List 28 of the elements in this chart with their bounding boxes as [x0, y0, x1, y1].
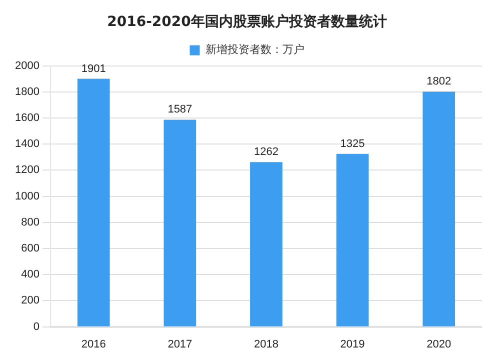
x-tick-label: 2017 [168, 338, 192, 350]
x-tick-label: 2019 [340, 338, 365, 350]
bar [250, 162, 282, 326]
y-tick-label: 400 [21, 268, 40, 281]
bar [336, 154, 369, 326]
y-tick-label: 1000 [14, 190, 40, 202]
x-tick-label: 2018 [254, 338, 278, 350]
data-label: 1587 [168, 104, 192, 116]
y-tick-label: 1400 [14, 138, 40, 150]
y-tick-label: 200 [21, 294, 40, 307]
y-tick-label: 0 [33, 320, 40, 333]
chart-title: 2016-2020年国内股票账户投资者数量统计 [107, 13, 387, 30]
bar [422, 92, 456, 326]
y-tick-label: 600 [21, 242, 40, 255]
y-tick-label: 2000 [14, 60, 40, 72]
data-label: 1325 [340, 138, 365, 150]
bar [164, 120, 196, 326]
legend-label: 新增投资者数：万户 [205, 43, 304, 56]
x-tick-label: 2016 [81, 338, 106, 350]
data-label: 1262 [254, 146, 278, 158]
data-label: 1901 [81, 62, 106, 75]
x-tick-label: 2020 [426, 338, 452, 350]
data-label: 1802 [426, 76, 452, 88]
bar [77, 78, 110, 326]
y-tick-label: 1200 [14, 164, 40, 176]
y-tick-label: 1800 [14, 86, 40, 98]
y-tick-label: 800 [21, 216, 40, 228]
y-tick-label: 1600 [14, 112, 40, 124]
